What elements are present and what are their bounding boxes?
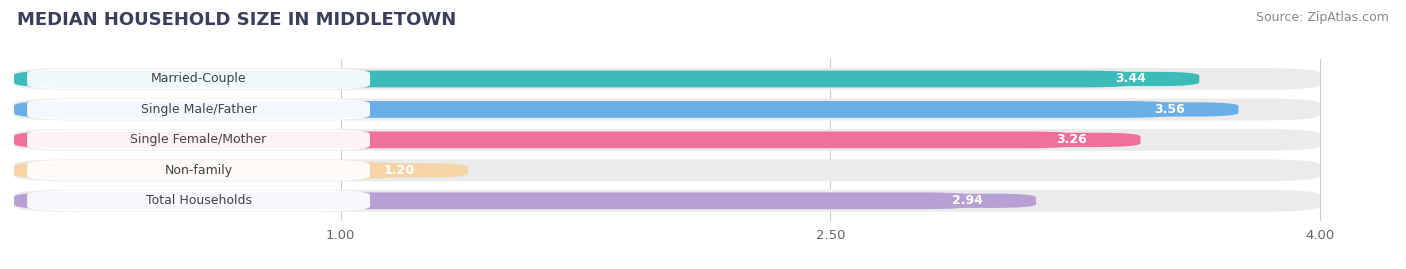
FancyBboxPatch shape <box>14 68 1320 90</box>
FancyBboxPatch shape <box>328 163 468 178</box>
FancyBboxPatch shape <box>896 194 1036 208</box>
Text: 3.56: 3.56 <box>1154 103 1185 116</box>
FancyBboxPatch shape <box>14 162 406 179</box>
FancyBboxPatch shape <box>1059 72 1199 86</box>
FancyBboxPatch shape <box>27 99 370 120</box>
Text: 1.20: 1.20 <box>384 164 415 177</box>
FancyBboxPatch shape <box>27 130 370 150</box>
FancyBboxPatch shape <box>14 159 1320 181</box>
FancyBboxPatch shape <box>27 160 370 181</box>
FancyBboxPatch shape <box>14 132 1078 148</box>
Text: Single Male/Father: Single Male/Father <box>141 103 256 116</box>
Text: Non-family: Non-family <box>165 164 232 177</box>
FancyBboxPatch shape <box>14 190 1320 212</box>
FancyBboxPatch shape <box>27 190 370 211</box>
Text: 3.26: 3.26 <box>1056 133 1087 146</box>
Text: 3.44: 3.44 <box>1115 72 1146 86</box>
FancyBboxPatch shape <box>14 192 974 209</box>
Text: Married-Couple: Married-Couple <box>150 72 246 86</box>
Text: MEDIAN HOUSEHOLD SIZE IN MIDDLETOWN: MEDIAN HOUSEHOLD SIZE IN MIDDLETOWN <box>17 11 456 29</box>
FancyBboxPatch shape <box>14 70 1137 87</box>
Text: Total Households: Total Households <box>146 194 252 207</box>
FancyBboxPatch shape <box>1098 102 1239 116</box>
FancyBboxPatch shape <box>27 69 370 89</box>
FancyBboxPatch shape <box>1000 133 1140 147</box>
FancyBboxPatch shape <box>14 98 1320 121</box>
Text: 2.94: 2.94 <box>952 194 983 207</box>
Text: Source: ZipAtlas.com: Source: ZipAtlas.com <box>1256 11 1389 24</box>
FancyBboxPatch shape <box>14 129 1320 151</box>
FancyBboxPatch shape <box>14 101 1177 118</box>
Text: Single Female/Mother: Single Female/Mother <box>131 133 267 146</box>
